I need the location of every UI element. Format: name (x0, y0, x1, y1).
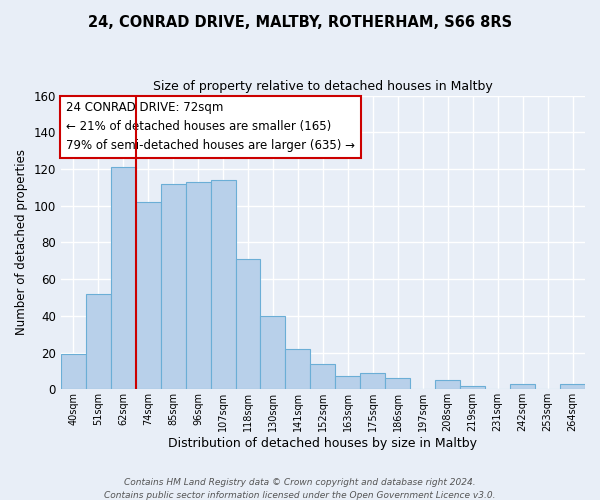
Bar (86, 294, 111, 390)
Bar (260, 316, 286, 390)
X-axis label: Distribution of detached houses by size in Maltby: Distribution of detached houses by size … (169, 437, 478, 450)
Bar (310, 364, 335, 390)
Bar (211, 180, 236, 390)
Bar (111, 167, 136, 390)
Text: Contains HM Land Registry data © Crown copyright and database right 2024.
Contai: Contains HM Land Registry data © Crown c… (104, 478, 496, 500)
Y-axis label: Number of detached properties: Number of detached properties (15, 150, 28, 336)
Bar (435, 380, 460, 390)
Bar (335, 376, 361, 390)
Bar (236, 259, 260, 390)
Bar (286, 349, 310, 390)
Title: Size of property relative to detached houses in Maltby: Size of property relative to detached ho… (153, 80, 493, 93)
Bar (361, 373, 385, 390)
Bar (460, 386, 485, 390)
Bar (61, 354, 86, 390)
Text: 24, CONRAD DRIVE, MALTBY, ROTHERHAM, S66 8RS: 24, CONRAD DRIVE, MALTBY, ROTHERHAM, S66… (88, 15, 512, 30)
Bar (560, 384, 585, 390)
Bar (385, 378, 410, 390)
Text: 24 CONRAD DRIVE: 72sqm
← 21% of detached houses are smaller (165)
79% of semi-de: 24 CONRAD DRIVE: 72sqm ← 21% of detached… (66, 102, 355, 152)
Bar (185, 182, 211, 390)
Bar (510, 384, 535, 390)
Bar (136, 202, 161, 390)
Bar (161, 184, 185, 390)
